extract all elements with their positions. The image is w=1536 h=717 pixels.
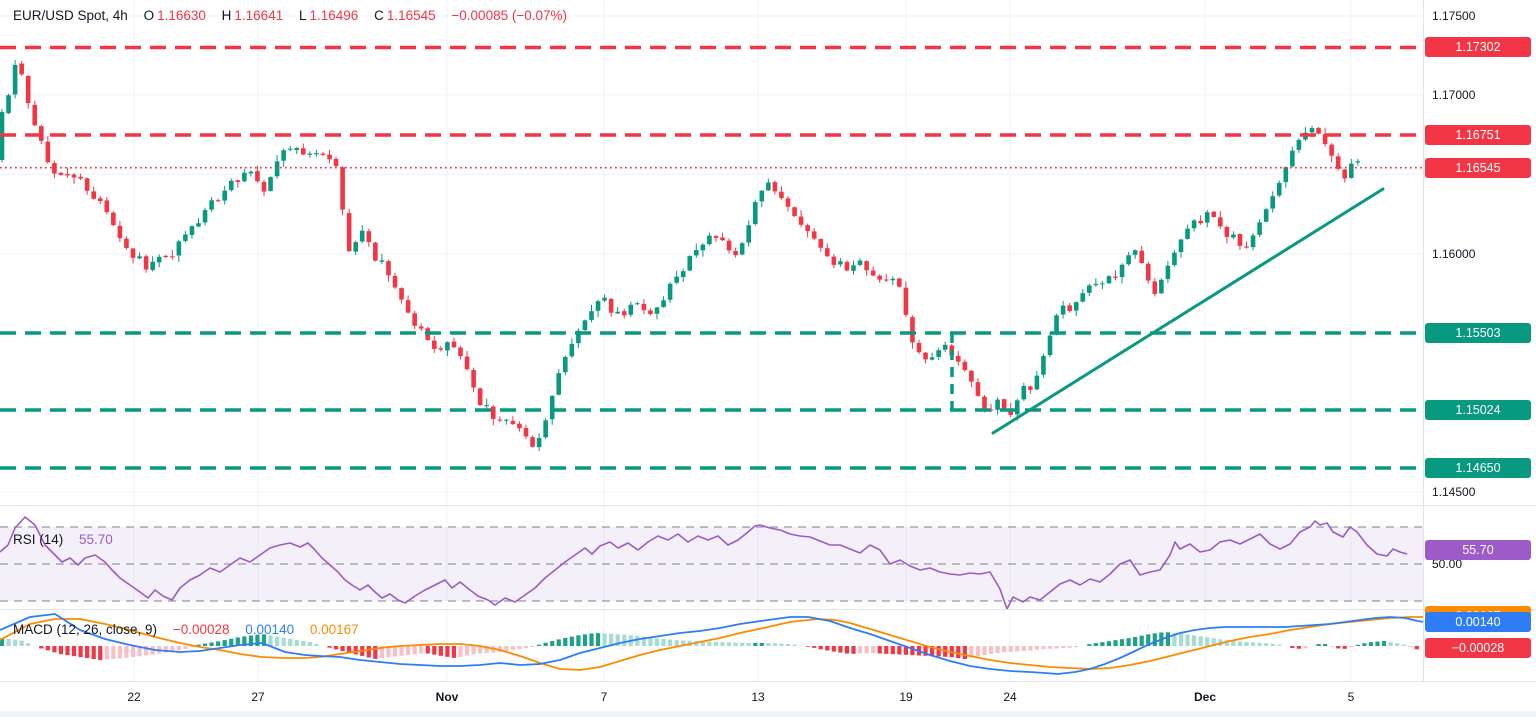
macd-hist-value: −0.00028 [172, 622, 230, 637]
ohlc-close: C 1.16545 [374, 8, 436, 23]
symbol-legend: EUR/USD Spot, 4h O 1.16630 H 1.16641 L 1.16… [13, 8, 567, 23]
rsi-legend: RSI (14) 55.70 [13, 532, 113, 547]
trend-line[interactable] [991, 187, 1385, 435]
ohlc-low: L 1.16496 [298, 8, 359, 23]
pane-separator-rsi-macd[interactable] [0, 609, 1536, 610]
chart-canvas[interactable] [0, 0, 1424, 682]
axis-price-label: 1.15503 [1425, 323, 1531, 343]
axis-tick-label: 1.14500 [1432, 485, 1476, 499]
rsi-value: 55.70 [79, 532, 113, 547]
macd-label: MACD (12, 26, close, 9) [13, 622, 158, 637]
price-levels-layer[interactable] [0, 45, 1424, 470]
axis-tick-label: 1.17000 [1432, 88, 1476, 102]
candles-layer [0, 60, 1361, 452]
axis-price-label: 55.70 [1425, 540, 1531, 560]
time-tick-label[interactable]: 19 [899, 690, 913, 704]
time-tick-label[interactable]: 27 [251, 690, 265, 704]
axis-price-label: 1.15024 [1425, 400, 1531, 420]
macd-signal-value: 0.00167 [309, 622, 359, 637]
pane-separator-price-rsi[interactable] [0, 505, 1536, 506]
axis-tick-label: 1.17500 [1432, 9, 1476, 23]
rsi-pane [0, 526, 1424, 602]
axis-price-label: 0.00140 [1425, 612, 1531, 632]
macd-legend: MACD (12, 26, close, 9) −0.00028 0.00140… [13, 622, 359, 637]
rsi-label: RSI (14) [13, 532, 64, 547]
axis-price-label: 1.14650 [1425, 458, 1531, 478]
macd-line [0, 613, 1424, 675]
axis-tick-label: 1.16000 [1432, 247, 1476, 261]
time-tick-label[interactable]: Dec [1193, 690, 1217, 704]
axis-tick-label: 50.00 [1432, 557, 1463, 571]
macd-line-value: 0.00140 [245, 622, 295, 637]
pane-separator-macd-time [0, 681, 1536, 682]
time-tick-label[interactable]: Nov [435, 690, 459, 704]
macd-signal-line [0, 616, 1424, 671]
time-tick-label[interactable]: 7 [600, 690, 608, 704]
price-axis-border [1423, 0, 1424, 681]
ohlc-open: O 1.16630 [143, 8, 206, 23]
rsi-line [0, 516, 1408, 610]
ohlc-high: H 1.16641 [221, 8, 284, 23]
price-change: −0.00085 (−0.07%) [451, 8, 567, 23]
time-tick-label[interactable]: 5 [1347, 690, 1355, 704]
bottom-strip [0, 711, 1536, 717]
time-tick-label[interactable]: 13 [751, 690, 765, 704]
axis-price-label: −0.00028 [1425, 638, 1531, 658]
axis-price-label: 1.17302 [1425, 37, 1531, 57]
time-tick-label[interactable]: 24 [1003, 690, 1017, 704]
axis-price-label: 1.16545 [1425, 158, 1531, 178]
axis-price-label: 1.16751 [1425, 125, 1531, 145]
time-tick-label[interactable]: 22 [127, 690, 141, 704]
symbol-title: EUR/USD Spot, 4h [13, 8, 128, 23]
macd-histogram [0, 632, 1419, 660]
